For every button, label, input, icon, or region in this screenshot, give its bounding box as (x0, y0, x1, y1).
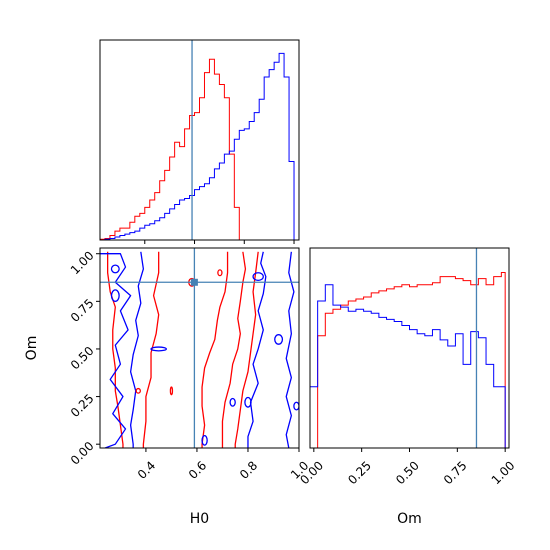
contour-truth-marker (190, 278, 198, 286)
contour-line-series-1 (129, 251, 145, 448)
contour-x-axis-label: H0 (190, 511, 209, 527)
om-histogram-series-0 (310, 271, 506, 449)
contour-line-series-0 (234, 251, 259, 448)
contour-island-series-1 (244, 396, 252, 408)
contour-truth-lines (100, 248, 299, 448)
contour-y-axis-label: Om (24, 336, 40, 361)
contour-island-series-1 (110, 264, 120, 274)
contour-line-series-0 (142, 251, 160, 448)
contour-island-series-1 (274, 334, 284, 345)
contour-island-series-1 (150, 346, 167, 352)
contour-island-series-1 (252, 272, 264, 282)
contour-island-series-0 (169, 386, 174, 396)
om-histogram-series (309, 271, 506, 449)
om-x-axis-label: Om (397, 511, 422, 527)
contour-line-series-1 (100, 253, 132, 448)
contour-lines (100, 251, 299, 448)
h0-histogram-series-1 (100, 52, 295, 241)
contour-frame (99, 247, 300, 449)
contour-line-series-0 (107, 251, 124, 448)
contour-island-series-1 (110, 289, 120, 302)
h0-histogram-panel (99, 39, 300, 244)
h0-histogram-ticks (144, 240, 295, 244)
h0-histogram-frame (99, 39, 300, 241)
contour-island-series-0 (135, 387, 141, 394)
contour-line-series-1 (285, 251, 295, 448)
contour-island-series-0 (217, 269, 223, 277)
contour-island-series-1 (201, 434, 208, 446)
contour-island-series-1 (229, 397, 236, 407)
h0-histogram-series (99, 52, 295, 241)
contour-plot-area (100, 248, 299, 448)
contour-line-series-0 (201, 251, 229, 448)
contour-line-series-1 (247, 251, 267, 448)
h0-histogram-series-0 (99, 58, 295, 241)
contour-island-series-1 (293, 401, 299, 411)
om-histogram-series-1 (309, 284, 506, 448)
